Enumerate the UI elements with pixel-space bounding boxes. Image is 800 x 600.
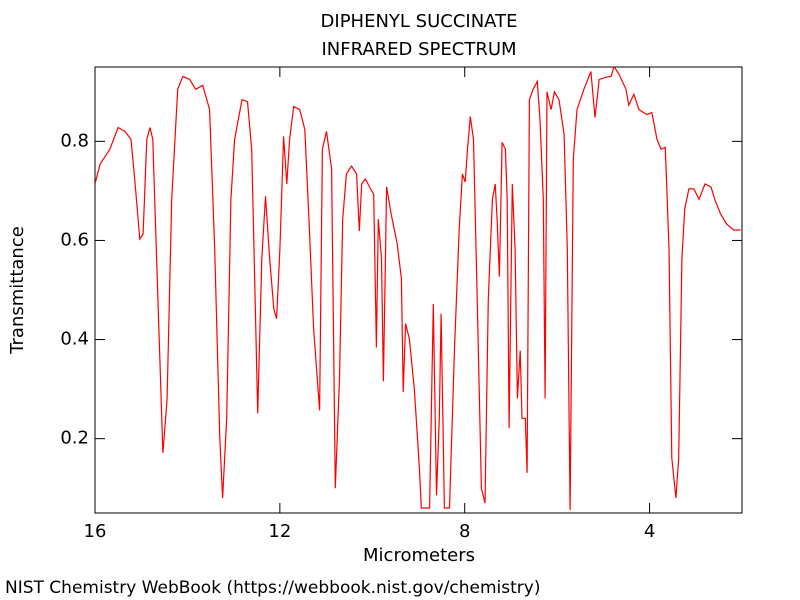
x-tick-label: 8 <box>459 521 470 542</box>
y-tick-label: 0.4 <box>60 329 89 350</box>
spectrum-line <box>95 67 741 511</box>
y-tick-label: 0.2 <box>60 428 89 449</box>
y-axis-label: Transmittance <box>7 226 28 355</box>
x-axis-label: Micrometers <box>363 545 475 566</box>
credit: NIST Chemistry WebBook (https://webbook.… <box>5 578 540 598</box>
x-tick-label: 16 <box>84 521 107 542</box>
x-tick-label: 4 <box>644 521 655 542</box>
x-tick-label: 12 <box>268 521 291 542</box>
y-tick-label: 0.8 <box>60 130 89 151</box>
chart-subtitle: INFRARED SPECTRUM <box>321 39 516 60</box>
plot-frame <box>94 66 743 514</box>
y-tick-label: 0.6 <box>60 229 89 250</box>
chart-title: DIPHENYL SUCCINATE <box>321 11 518 32</box>
